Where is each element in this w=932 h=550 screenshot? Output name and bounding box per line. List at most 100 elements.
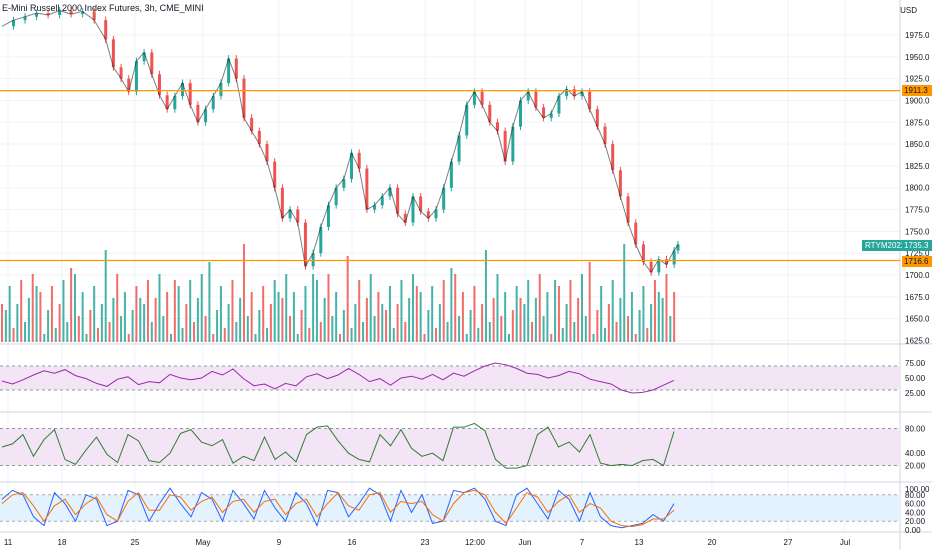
volume-bar <box>492 298 495 342</box>
candle-body <box>380 196 384 206</box>
candle-body <box>641 244 645 262</box>
candle-body <box>526 91 530 101</box>
volume-bar <box>16 304 19 342</box>
candle-body <box>357 152 361 169</box>
indicator-tick-label: 75.00 <box>905 359 926 368</box>
time-tick-label: 12:00 <box>465 538 486 547</box>
price-tick-label: 1750.0 <box>905 227 930 236</box>
volume-bar <box>339 334 341 342</box>
volume-bar <box>173 280 176 342</box>
volume-bar <box>623 244 626 342</box>
indicator-tick-label: 40.00 <box>905 508 926 517</box>
volume-bar <box>392 328 395 342</box>
volume-bar <box>442 280 445 342</box>
candle-body <box>165 95 169 110</box>
candle-body <box>227 58 231 83</box>
candle-body <box>35 13 39 17</box>
volume-bar <box>408 298 411 342</box>
indicator-tick-label: 0.00 <box>905 526 921 535</box>
candle-body <box>81 11 85 15</box>
candle-body <box>488 104 492 123</box>
volume-bar <box>607 304 610 342</box>
volume-bar <box>565 304 568 342</box>
volume-bar <box>292 292 295 342</box>
volume-bar <box>166 292 169 342</box>
volume-bars <box>1 244 676 342</box>
candle-body <box>495 122 499 131</box>
volume-bar <box>554 280 557 342</box>
indicator-tick-label: 100.00 <box>905 485 930 494</box>
price-tick-label: 1675.0 <box>905 293 930 302</box>
last-price-badge: 1735.3 <box>902 240 932 251</box>
volume-bar <box>665 274 668 342</box>
time-tick-label: 9 <box>277 538 282 547</box>
candle-body <box>46 13 50 15</box>
volume-bar <box>35 286 38 342</box>
candle-body <box>296 209 300 223</box>
candle-body <box>173 96 177 110</box>
candle-body <box>142 52 146 62</box>
volume-bar <box>527 280 530 342</box>
volume-bar <box>81 292 84 342</box>
volume-bar <box>369 274 372 342</box>
candle-body <box>634 222 638 245</box>
volume-bar <box>285 274 288 342</box>
volume-bar <box>458 316 461 342</box>
volume-bar <box>484 250 487 342</box>
indicator-tick-label: 60.00 <box>905 500 926 509</box>
volume-bar <box>235 322 238 342</box>
volume-bar <box>438 304 441 342</box>
candle-body <box>611 144 615 171</box>
candle-body <box>449 161 453 188</box>
volume-bar <box>262 286 265 342</box>
candle-body <box>676 244 680 251</box>
candle-body <box>250 117 254 131</box>
volume-bar <box>350 328 353 342</box>
volume-bar <box>538 274 541 342</box>
indicator-tick-label: 80.00 <box>905 491 926 500</box>
candle-body <box>280 187 284 219</box>
volume-bar <box>446 322 449 342</box>
volume-bar <box>531 322 534 342</box>
volume-bar <box>488 322 491 342</box>
volume-bar <box>400 280 403 342</box>
volume-bar <box>123 292 126 342</box>
candle-body <box>411 196 415 223</box>
candle-body <box>434 209 438 219</box>
volume-bar <box>465 334 468 342</box>
volume-bar <box>653 280 656 342</box>
volume-bar <box>127 334 130 342</box>
candle-body <box>219 83 223 97</box>
time-tick-label: 16 <box>348 538 357 547</box>
volume-bar <box>1 304 3 342</box>
volume-bar <box>4 310 7 342</box>
volume-bar <box>312 274 315 342</box>
price-tick-label: 1625.0 <box>905 336 930 345</box>
volume-bar <box>477 328 480 342</box>
volume-bar <box>577 298 580 342</box>
candle-body <box>542 107 546 118</box>
volume-bar <box>323 298 326 342</box>
volume-bar <box>365 298 368 342</box>
volume-bar <box>511 310 514 342</box>
volume-bar <box>50 286 53 342</box>
price-tick-label: 1725.0 <box>905 249 930 258</box>
candle-body <box>572 89 576 97</box>
candle-body <box>396 187 400 214</box>
volume-bar <box>534 298 537 342</box>
indicator-tick-label: 50.00 <box>905 374 926 383</box>
candle-body <box>204 109 208 123</box>
volume-bar <box>588 262 591 342</box>
candle-body <box>480 91 484 105</box>
candle-body <box>319 227 323 254</box>
volume-bar <box>481 304 484 342</box>
indicator-line <box>1 422 675 469</box>
volume-bar <box>646 328 649 342</box>
candle-body <box>442 187 446 210</box>
volume-bar <box>411 274 414 342</box>
candle-body <box>403 213 407 223</box>
time-tick-label: 11 <box>4 538 13 547</box>
volume-bar <box>630 292 633 342</box>
candle-body <box>127 78 131 92</box>
